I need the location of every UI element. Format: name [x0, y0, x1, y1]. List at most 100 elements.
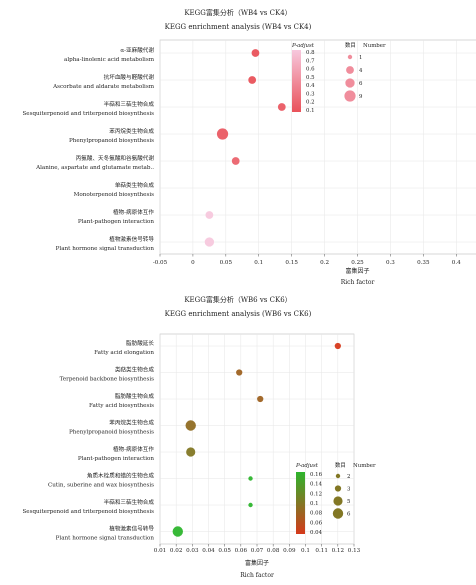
x-tick-label: 0.04: [202, 548, 215, 554]
category-label-en: Fatty acid elongation: [94, 350, 154, 356]
size-legend-label: 5: [347, 499, 351, 505]
colorbar: [292, 50, 301, 112]
x-tick-label: 0.3: [386, 260, 395, 266]
x-tick-label: 0.06: [235, 548, 248, 554]
x-tick-label: 0.1: [254, 260, 263, 266]
category-label-en: Plant hormone signal transduction: [56, 536, 155, 542]
data-point: [248, 476, 253, 481]
category-label-cn: 丙氨酸、天冬氨酸和谷氨酸代谢: [76, 154, 155, 162]
color-legend-tick: 0.1: [306, 108, 315, 114]
size-legend-circle: [344, 90, 356, 102]
category-label-cn: 植物激素信号转导: [109, 235, 154, 243]
x-axis-label-cn: 富集因子: [245, 559, 269, 567]
x-tick-label: -0.05: [153, 260, 168, 266]
category-label-cn: 半萜和三萜生物合成: [104, 498, 155, 506]
category-label-cn: 植物激素信号转导: [109, 525, 154, 533]
category-label-en: Ascorbate and aldarate metabolism: [52, 84, 155, 90]
category-label-cn: 植物-病原体互作: [113, 445, 154, 453]
x-tick-label: 0.2: [320, 260, 329, 266]
color-legend-tick: 0.16: [310, 472, 323, 478]
x-tick-label: 0.35: [417, 260, 430, 266]
chart-panel-1: KEGG富集分析（WB4 vs CK4） KEGG enrichment anal…: [22, 8, 476, 286]
category-label-cn: 半萜和三萜生物合成: [104, 100, 155, 108]
category-label-cn: 苯丙烷类生物合成: [109, 419, 154, 427]
data-point: [231, 157, 240, 165]
size-legend-title-cn: 数目: [345, 41, 356, 49]
size-legend-label: 1: [359, 55, 362, 61]
plot-area: [159, 39, 476, 255]
data-point: [251, 49, 260, 57]
size-legend-circle: [347, 54, 353, 60]
x-tick-label: 0.13: [348, 548, 361, 554]
color-legend-tick: 0.14: [310, 482, 323, 488]
category-label-en: alpha-linolenic acid metabolism: [64, 57, 155, 63]
color-legend-title: P-adjust: [295, 463, 319, 469]
data-point: [334, 342, 341, 350]
category-label-en: Plant-pathogen interaction: [78, 219, 155, 225]
size-legend-circle: [335, 473, 341, 479]
data-point: [248, 502, 253, 508]
data-point: [185, 420, 196, 431]
x-tick-label: 0.11: [315, 548, 327, 554]
category-label-en: Terpenoid backbone biosynthesis: [60, 377, 155, 383]
size-legend-label: 4: [359, 68, 363, 74]
category-label-cn: 植物-病原体互作: [113, 208, 154, 216]
category-label-en: Plant hormone signal transduction: [56, 246, 155, 252]
category-label-en: Cutin, suberine and wax biosynthesis: [48, 483, 154, 489]
color-legend-tick: 0.08: [310, 511, 323, 517]
data-point: [248, 76, 257, 84]
x-axis-label-en: Rich factor: [240, 572, 274, 579]
colorbar: [296, 472, 305, 534]
chart-panel-2: KEGG富集分析（WB6 vs CK6） KEGG enrichment anal…: [22, 295, 375, 579]
size-legend-title-en: Number: [353, 463, 376, 469]
size-legend-circle: [346, 66, 354, 74]
size-legend-label: 3: [347, 487, 351, 493]
size-legend-label: 6: [359, 81, 363, 87]
category-label-cn: 抗坏血酸与醛酸代谢: [104, 73, 155, 81]
x-tick-label: 0.03: [186, 548, 199, 554]
category-label-en: Fatty acid biosynthesis: [89, 403, 154, 409]
x-tick-label: 0.4: [452, 260, 461, 266]
x-tick-label: 0.05: [220, 260, 233, 266]
color-legend-tick: 0.04: [310, 530, 323, 536]
x-axis-label-en: Rich factor: [341, 279, 375, 286]
category-label-cn: α-亚麻酸代谢: [120, 46, 154, 54]
category-label-en: Phenylpropanoid biosynthesis: [69, 430, 154, 436]
color-legend-tick: 0.7: [306, 58, 315, 64]
category-label-en: Sesquiterpenoid and triterpenoid biosynt…: [22, 111, 154, 117]
color-legend-title: P-adjust: [291, 43, 315, 49]
color-legend-tick: 0.6: [306, 67, 315, 73]
category-label-en: Monoterpenoid biosynthesis: [74, 192, 154, 198]
category-label-en: Plant-pathogen interaction: [78, 456, 155, 462]
x-tick-label: 0.07: [251, 548, 264, 554]
data-point: [216, 128, 229, 140]
category-label-en: Sesquiterpenoid and triterpenoid biosynt…: [22, 509, 154, 515]
chart-subtitle: KEGG enrichment analysis (WB4 vs CK4): [165, 23, 312, 31]
size-legend-title-cn: 数目: [335, 461, 346, 469]
size-legend-label: 2: [347, 474, 350, 480]
x-tick-label: 0.02: [170, 548, 183, 554]
category-label-cn: 单萜类生物合成: [115, 181, 155, 189]
color-legend-tick: 0.12: [310, 491, 322, 497]
size-legend-circle: [345, 78, 355, 88]
data-point: [186, 447, 196, 457]
data-point: [236, 369, 243, 376]
x-tick-label: 0.08: [267, 548, 280, 554]
data-point: [204, 237, 215, 247]
category-label-cn: 脂肪酸生物合成: [115, 392, 155, 400]
size-legend-circle: [334, 485, 342, 492]
chart-subtitle: KEGG enrichment analysis (WB6 vs CK6): [165, 310, 312, 318]
size-legend-label: 6: [347, 512, 351, 518]
x-tick-label: 0.09: [283, 548, 296, 554]
category-label-cn: 苯丙烷类生物合成: [109, 127, 154, 135]
x-axis-label-cn: 富集因子: [345, 267, 369, 275]
color-legend-tick: 0.06: [310, 520, 323, 526]
x-tick-label: 0.1: [301, 548, 310, 554]
color-legend-tick: 0.5: [306, 75, 315, 81]
category-label-en: Phenylpropanoid biosynthesis: [69, 138, 154, 144]
category-label-en: Alanine, aspartate and glutamate metab..: [35, 165, 154, 171]
category-label-cn: 角质木栓质和蜡的生物合成: [87, 472, 155, 480]
color-legend-tick: 0.8: [306, 50, 315, 56]
size-legend-circle: [333, 496, 343, 506]
x-tick-label: 0.15: [285, 260, 298, 266]
